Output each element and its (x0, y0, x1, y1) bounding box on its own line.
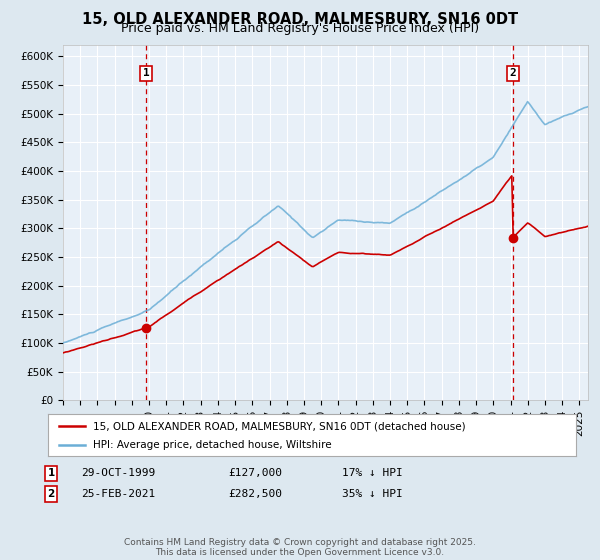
Text: Contains HM Land Registry data © Crown copyright and database right 2025.
This d: Contains HM Land Registry data © Crown c… (124, 538, 476, 557)
Text: 17% ↓ HPI: 17% ↓ HPI (342, 468, 403, 478)
Text: 35% ↓ HPI: 35% ↓ HPI (342, 489, 403, 499)
Text: 25-FEB-2021: 25-FEB-2021 (81, 489, 155, 499)
Text: 1: 1 (143, 68, 149, 78)
Text: £127,000: £127,000 (228, 468, 282, 478)
Text: £282,500: £282,500 (228, 489, 282, 499)
Text: 2: 2 (47, 489, 55, 499)
Text: Price paid vs. HM Land Registry's House Price Index (HPI): Price paid vs. HM Land Registry's House … (121, 22, 479, 35)
Text: 15, OLD ALEXANDER ROAD, MALMESBURY, SN16 0DT: 15, OLD ALEXANDER ROAD, MALMESBURY, SN16… (82, 12, 518, 27)
Text: HPI: Average price, detached house, Wiltshire: HPI: Average price, detached house, Wilt… (93, 440, 332, 450)
Text: 15, OLD ALEXANDER ROAD, MALMESBURY, SN16 0DT (detached house): 15, OLD ALEXANDER ROAD, MALMESBURY, SN16… (93, 421, 466, 431)
Text: 1: 1 (47, 468, 55, 478)
Text: 2: 2 (510, 68, 517, 78)
Text: 29-OCT-1999: 29-OCT-1999 (81, 468, 155, 478)
